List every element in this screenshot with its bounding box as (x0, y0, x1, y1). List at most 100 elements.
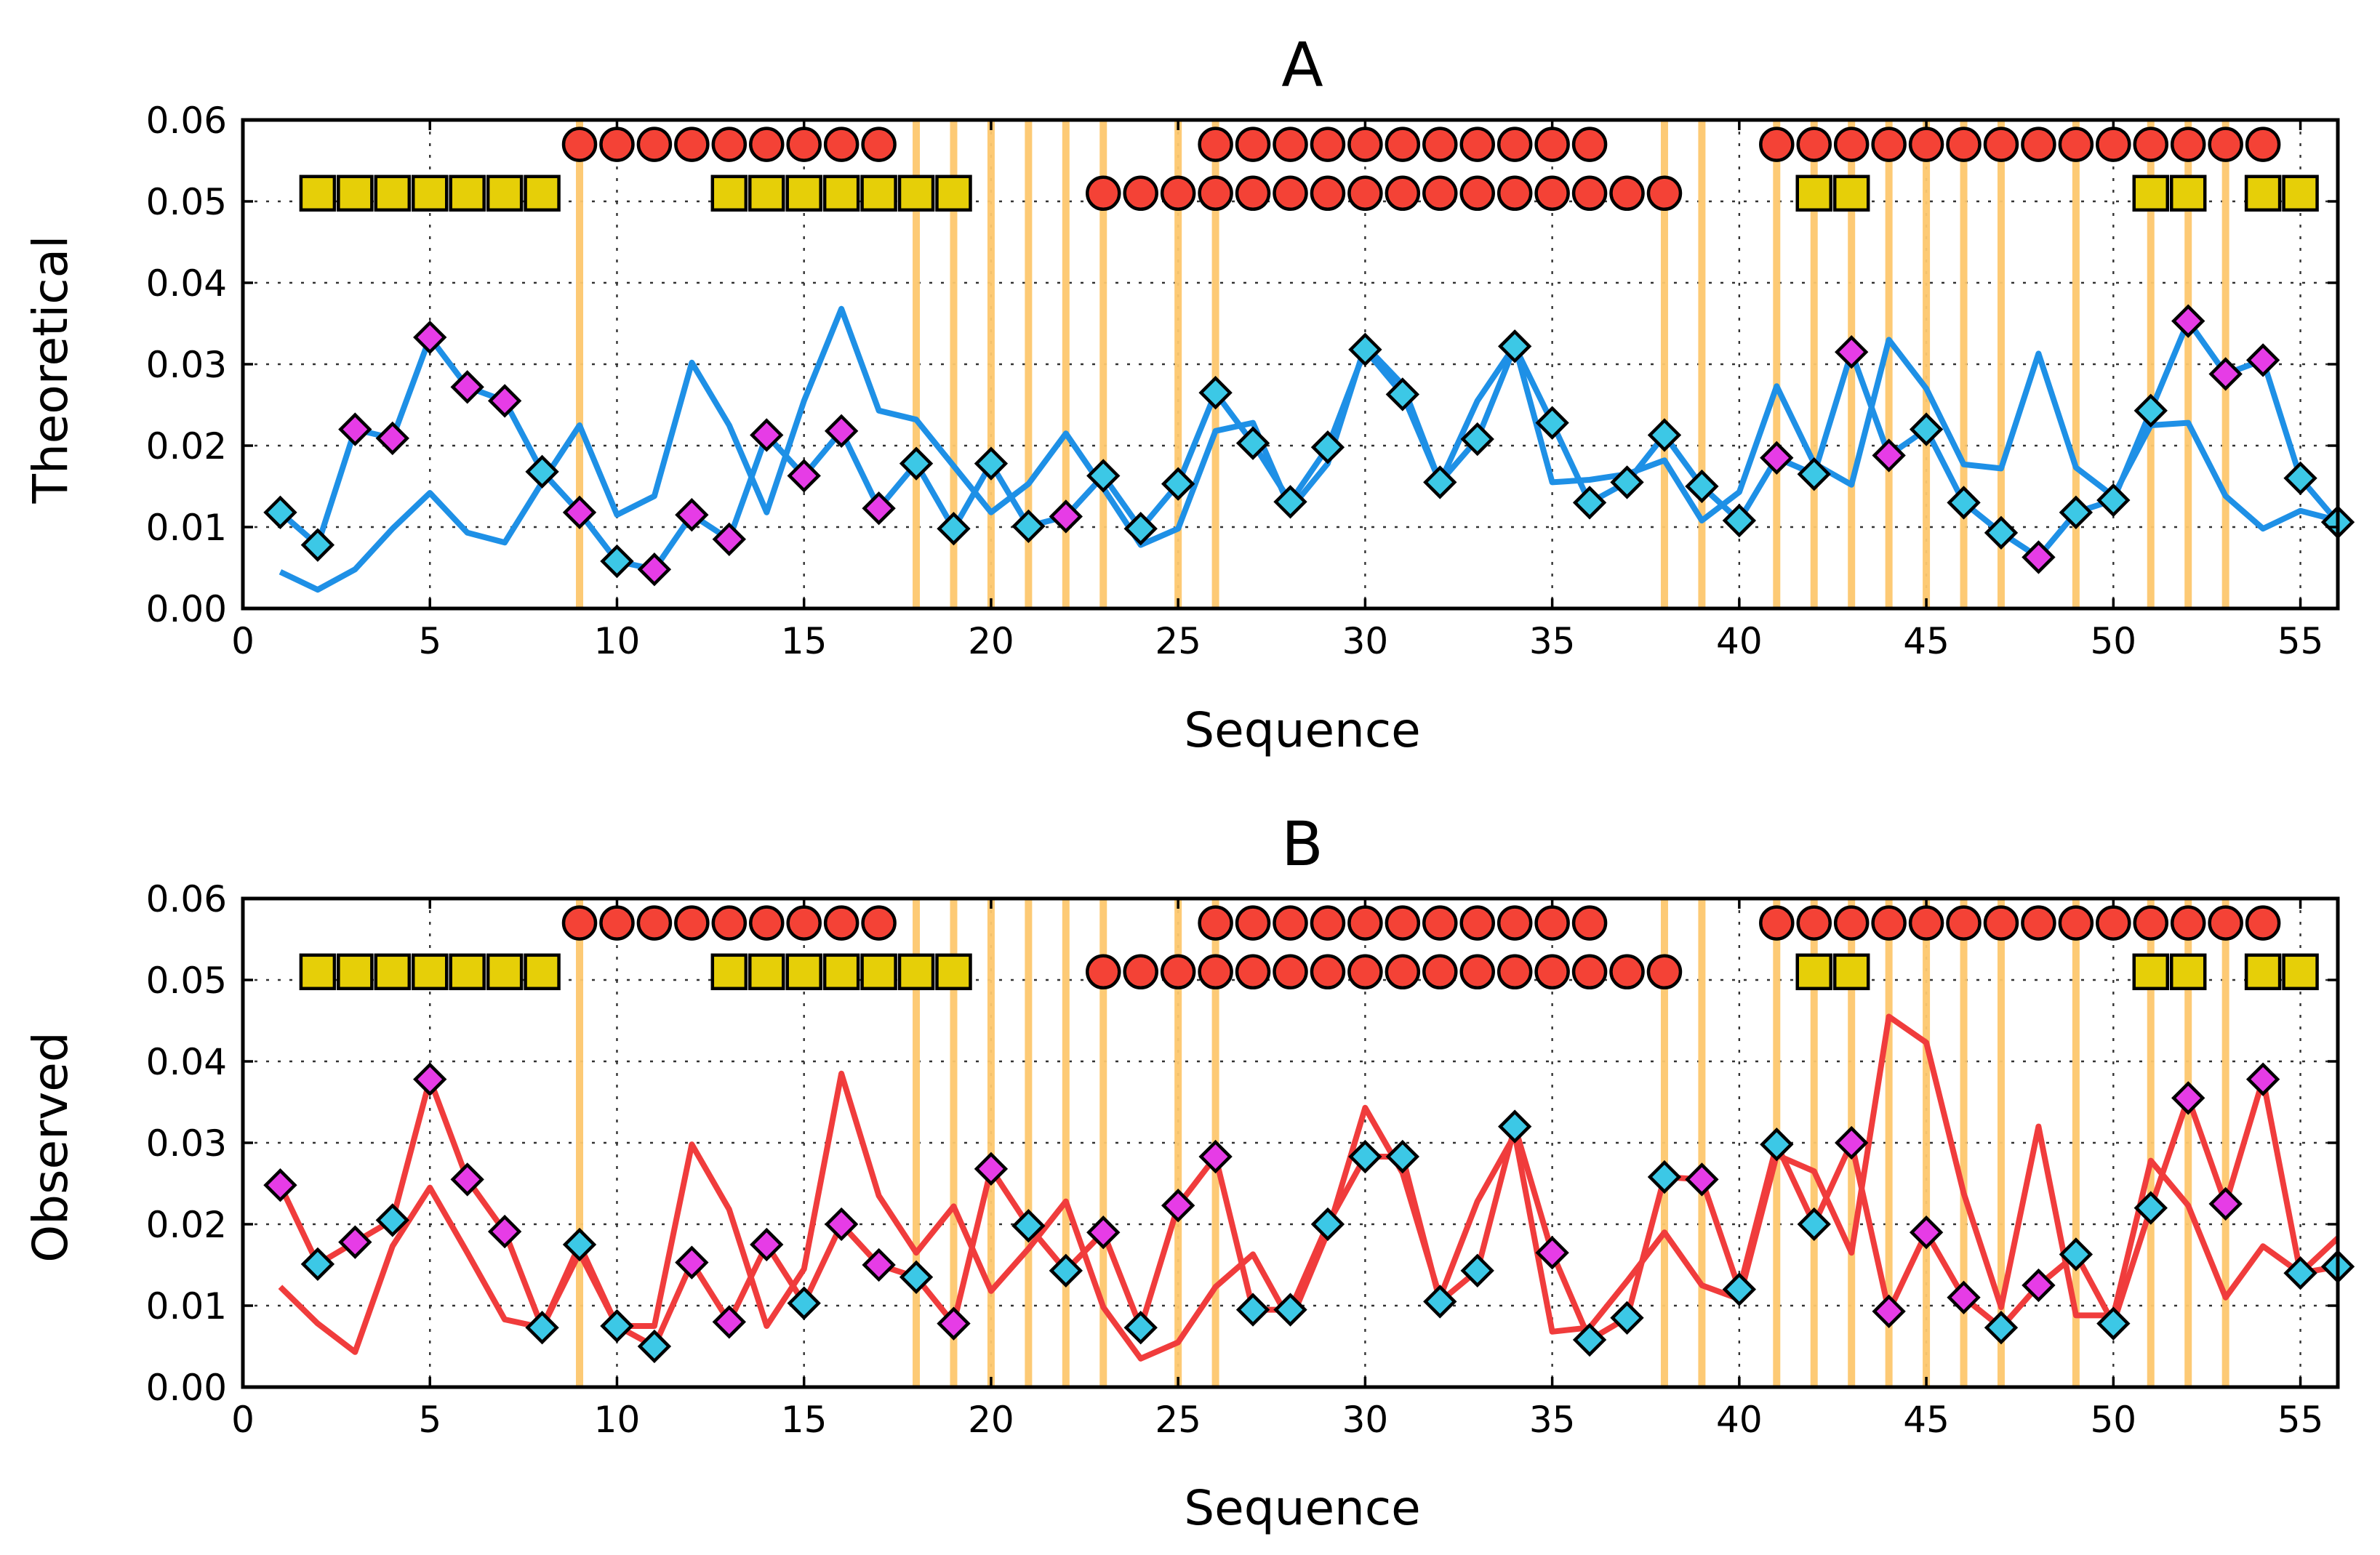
panel-a-diamond-marker (263, 495, 297, 530)
panel-b-diamond-marker (2022, 1268, 2056, 1303)
panel-a-diamond-marker (2208, 357, 2243, 391)
panel-a-circle-marker (1534, 175, 1570, 212)
panel-b: B Sequence Observed 0 5 10 15 20 25 30 35 40 45 50… (23, 808, 2355, 1536)
panel-b-xtick-label: 45 (1903, 1399, 1950, 1441)
panel-a-diamond-marker (824, 414, 859, 449)
panel-b-circle-marker (1198, 954, 1233, 990)
panel-b-circle-marker (786, 905, 822, 941)
panel-b-xtick-label: 0 (231, 1399, 255, 1441)
panel-a-diamond-marker (712, 522, 746, 556)
panel-b-circle-marker (1422, 905, 1458, 941)
panel-b-circle-marker (674, 905, 710, 941)
panel-a-xtick-label: 35 (1529, 620, 1576, 662)
panel-b-circle-marker (2170, 905, 2206, 941)
panel-b-diamond-marker (263, 1168, 297, 1202)
panel-b-xlabel: Sequence (1184, 1480, 1421, 1536)
panel-b-circle-marker (2245, 905, 2281, 941)
panel-b-diamond-marker (1835, 1125, 1869, 1160)
panel-b-diamond-marker (2245, 1062, 2280, 1096)
panel-a-circle-marker (1459, 126, 1495, 162)
panel-b-diamond-marker (824, 1207, 859, 1242)
panel-a-circle-marker (2208, 126, 2243, 162)
panel-b-diamond-marker (1423, 1285, 1457, 1319)
panel-a-diamond-marker (1161, 467, 1195, 501)
panel-a-circle-marker (1571, 175, 1608, 212)
panel-b-diamond-marker (1872, 1294, 1906, 1329)
panel-a-diamond-marker (1535, 406, 1569, 440)
panel-a-diamond-marker (787, 459, 821, 493)
panel-a-circle-marker (1946, 126, 1982, 162)
panel-a-diamond-marker (1909, 412, 1944, 446)
panel-a-ylabel: Theoretical (23, 236, 79, 505)
panel-a-diamond-marker (1235, 426, 1270, 460)
panel-b-diamond-marker (1348, 1139, 1382, 1174)
panel-b-square-marker (935, 953, 972, 991)
panel-b-square-marker (2169, 953, 2207, 991)
panel-b-circle-marker (1496, 954, 1533, 990)
panel-a-circle-marker (1123, 175, 1158, 212)
panel-a-diamond-marker (2245, 343, 2280, 377)
panel-a-diamond-marker (1835, 335, 1869, 369)
panel-a-diamond-marker (413, 320, 447, 355)
panel-a-diamond-marker (1423, 465, 1457, 499)
panel-b-circle-marker (1571, 954, 1608, 990)
panel-a-circle-marker (1310, 175, 1346, 212)
panel-b-diamond-marker (974, 1152, 1009, 1186)
panel-b-circle-marker (1759, 905, 1795, 941)
panel-a-circle-marker (1198, 175, 1233, 212)
panel-a-circle-marker (1160, 175, 1196, 212)
panel-a-diamond-marker (2133, 393, 2168, 428)
panel-b-circle-marker (2096, 905, 2131, 941)
panel-a-square-marker (822, 174, 860, 212)
panel-a-diamond-marker (375, 421, 409, 456)
panel-b-circle-marker (2058, 905, 2094, 941)
panel-a-diamond-marker (1647, 418, 1682, 452)
panel-a-diamond-marker (1348, 332, 1382, 367)
panel-a-diamond-marker (2096, 483, 2131, 518)
panel-a-circle-marker (2058, 126, 2094, 162)
panel-a-xtick-label: 5 (418, 620, 441, 662)
panel-b-circle-marker (1347, 954, 1383, 990)
panel-b-diamond-marker (375, 1203, 409, 1237)
panel-b-diamond-marker (1497, 1109, 1532, 1144)
panel-a-square-marker (860, 174, 897, 212)
panel-a-circle-marker (1908, 126, 1944, 162)
panel-a-square-marker (337, 174, 374, 212)
panel-a-circle-marker (1273, 126, 1308, 162)
panel-a-square-marker (1832, 174, 1870, 212)
panel-a-diamond-marker (1198, 376, 1233, 410)
panel-a-xtick-label: 20 (968, 620, 1014, 662)
panel-a-ytick-label: 0.00 (146, 588, 227, 630)
panel-b-circle-marker (1496, 905, 1533, 941)
panel-a-xtick-label: 0 (231, 620, 255, 662)
panel-b-diamond-marker (1460, 1253, 1494, 1288)
panel-a-circle-marker (1833, 126, 1870, 162)
panel-b-square-marker (524, 953, 561, 991)
panel-b-diamond-marker (2096, 1306, 2131, 1341)
panel-a-diamond-marker (1685, 469, 1719, 504)
panel-b-diamond-marker (338, 1225, 372, 1259)
panel-b-diamond-marker (525, 1311, 559, 1345)
panel-a-ytick-label: 0.06 (146, 100, 227, 142)
panel-a-diamond-marker (1497, 329, 1532, 363)
panel-b-diamond-marker (1909, 1216, 1944, 1250)
panel-b-diamond-marker (1235, 1293, 1270, 1327)
panel-b-diamond-marker (1198, 1139, 1233, 1174)
panel-a-diamond-marker (1011, 509, 1046, 544)
panel-b-diamond-marker (300, 1247, 335, 1282)
panel-a-ytick-label: 0.02 (146, 425, 227, 467)
panel-a-circle-marker (636, 126, 673, 162)
panel-b-frame (241, 896, 2340, 1389)
panel-a-series-plain-line (279, 305, 2339, 593)
panel-a-square-marker (897, 174, 935, 212)
panel-b-diamond-marker (413, 1062, 447, 1096)
panel-b-circle-marker (1385, 905, 1421, 941)
panel-b-circle-marker (1609, 954, 1645, 990)
panel-b-xtick-label: 30 (1342, 1399, 1389, 1441)
panel-a-square-marker (524, 174, 561, 212)
panel-a-circle-marker (1422, 126, 1458, 162)
panel-a-circle-marker (2096, 126, 2131, 162)
panel-b-circle-marker (1310, 954, 1346, 990)
panel-b-square-marker (897, 953, 935, 991)
panel-a-circle-marker (1086, 175, 1121, 212)
